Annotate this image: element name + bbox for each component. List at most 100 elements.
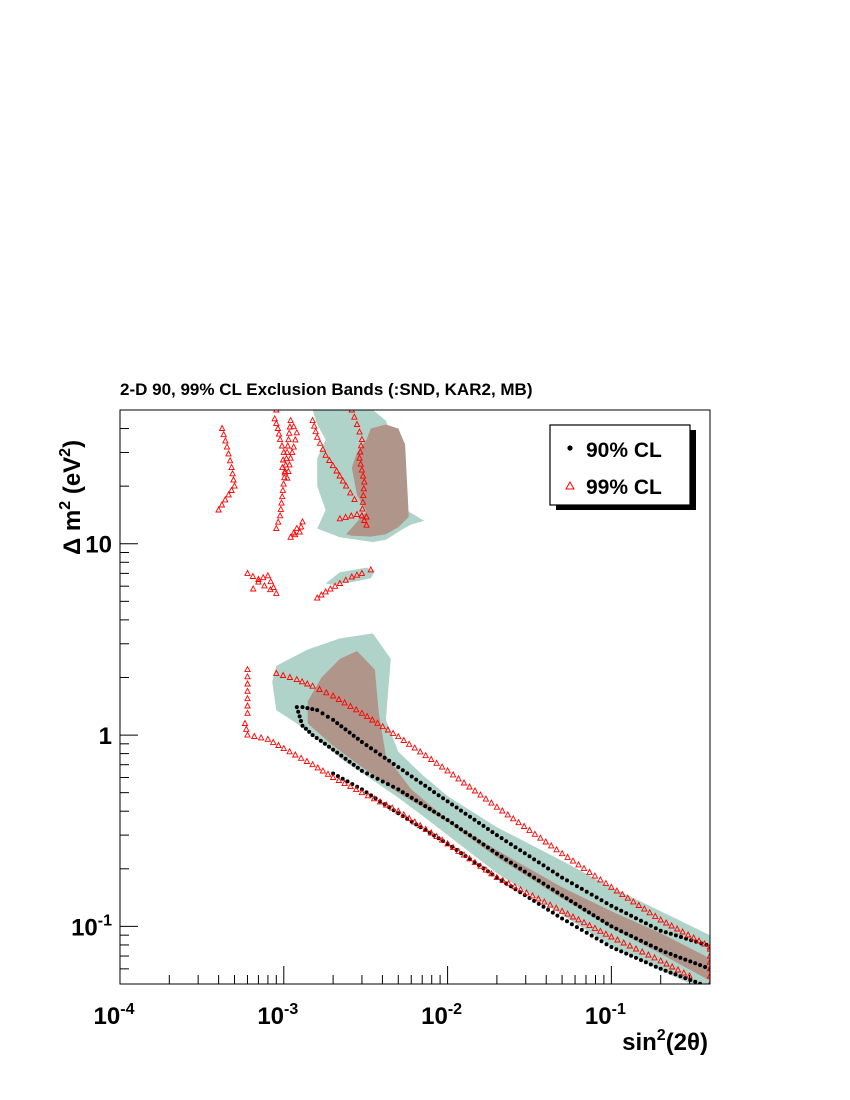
cl99-point-1-47 xyxy=(537,834,544,841)
cl90-point-0-8 xyxy=(314,736,319,740)
cl99-point-0-54 xyxy=(540,898,548,905)
cl99-point-0-72 xyxy=(645,951,652,958)
plot-frame xyxy=(119,409,711,985)
cl99-point-0-27 xyxy=(388,804,396,811)
cl99-point-1-25 xyxy=(416,747,424,755)
x-axis-tick-labels: 10-4 10-3 10-2 10-1 xyxy=(94,1001,626,1030)
cl90-point-1-56 xyxy=(555,872,560,877)
cl90-point-0-2 xyxy=(297,714,302,719)
cl90-point-2-54 xyxy=(579,927,584,932)
cl99-point-3-23 xyxy=(285,435,292,443)
cl99-point-1-51 xyxy=(558,849,566,857)
cl90-point-1-14 xyxy=(364,743,369,748)
cl90-point-1-32 xyxy=(445,799,450,804)
cl90-point-1-21 xyxy=(396,765,401,770)
cl99-point-8-6 xyxy=(299,517,306,525)
cl99-point-3-5 xyxy=(276,435,284,443)
cl99-point-0-26 xyxy=(382,801,390,808)
cl99-point-1-4 xyxy=(298,677,306,685)
cl90-point-0-14 xyxy=(339,753,344,758)
cl99-point-3-29 xyxy=(280,473,288,481)
cl99-point-9-6 xyxy=(228,463,235,471)
cl90-point-1-77 xyxy=(658,928,663,933)
cl99-point-11-3 xyxy=(353,510,361,518)
cl99-point-4-9 xyxy=(261,581,268,589)
cl99-point-3-27 xyxy=(282,461,290,468)
cl99-point-2-6 xyxy=(244,665,251,673)
cl99-point-0-55 xyxy=(546,901,554,908)
cl99-point-1-63 xyxy=(624,894,632,901)
cl99-point-0-45 xyxy=(488,869,495,877)
cl99-point-1-38 xyxy=(488,799,495,806)
cl90-point-0-44 xyxy=(477,839,481,844)
cl99-point-10-4 xyxy=(706,952,710,959)
cl99-point-0-58 xyxy=(564,910,571,917)
cl90-point-1-11 xyxy=(351,733,356,738)
cl99-point-1-9 xyxy=(329,692,337,699)
cl99-point-1-78 xyxy=(706,943,710,950)
cl99-point-6-4 xyxy=(331,582,339,589)
cl99-point-0-24 xyxy=(370,794,378,802)
cl99-point-9-3 xyxy=(223,443,231,450)
cl90-point-2-47 xyxy=(546,907,551,912)
cl99-point-1-5 xyxy=(303,680,311,687)
cl99-point-7-8 xyxy=(357,460,365,467)
cl90-point-1-34 xyxy=(454,805,459,810)
cl99-point-0-59 xyxy=(569,913,577,920)
cl90-point-0-31 xyxy=(418,801,423,806)
cl90-point-1-8 xyxy=(339,724,344,729)
cl99-point-1-42 xyxy=(509,814,517,822)
cl99-point-0-15 xyxy=(319,767,327,774)
cl99-point-0-7 xyxy=(275,741,282,748)
cl99-point-0-37 xyxy=(444,839,451,847)
cl90-point-0-10 xyxy=(322,741,327,746)
cl99-point-9-0 xyxy=(218,424,226,431)
cl99-point-1-60 xyxy=(608,883,615,890)
cl99-point-0-73 xyxy=(651,953,658,961)
cl90-point-0-56 xyxy=(532,875,537,880)
cl99-point-0-56 xyxy=(552,904,560,911)
cl90-point-1-37 xyxy=(468,814,472,819)
cl99-point-5-0 xyxy=(309,416,316,424)
cl90-point-2-5 xyxy=(355,784,360,789)
cl99-point-0-68 xyxy=(620,939,628,946)
cl99-point-1-34 xyxy=(466,783,473,790)
cl90-point-1-19 xyxy=(387,758,392,763)
cl90-point-0-69 xyxy=(591,913,596,918)
x-tick-label-2: 10-2 xyxy=(421,1001,462,1030)
cl90-point-1-70 xyxy=(624,911,629,916)
cl99-point-4-6 xyxy=(270,583,277,590)
cl90-point-2-2 xyxy=(340,776,345,781)
cl99-point-8-4 xyxy=(296,528,304,535)
cl90-point-1-80 xyxy=(673,933,678,938)
y-axis-ticks xyxy=(120,409,138,985)
cl99-point-6-7 xyxy=(348,573,356,580)
cl99-point-0-67 xyxy=(614,936,621,943)
cl99-point-1-10 xyxy=(335,695,343,702)
cl99-point-1-40 xyxy=(498,807,506,814)
cl99-point-11-5 xyxy=(363,513,370,520)
cl90-point-1-58 xyxy=(565,878,569,883)
cl90-point-0-65 xyxy=(573,901,578,906)
cl99-point-7-1 xyxy=(351,413,358,420)
cl90-point-2-69 xyxy=(653,964,658,969)
cl90-point-1-74 xyxy=(643,921,648,926)
cl90-point-0-5 xyxy=(303,726,308,731)
cl99-point-1-27 xyxy=(427,755,435,762)
cl90-point-0-37 xyxy=(445,818,450,822)
cl90-point-0-45 xyxy=(481,842,486,847)
cl99-point-4-4 xyxy=(264,571,272,579)
cl90-point-0-47 xyxy=(490,848,495,853)
cl99-point-3-4 xyxy=(275,430,283,437)
cl99-point-2-5 xyxy=(244,672,251,680)
cl99-point-11-4 xyxy=(358,511,366,519)
cl99-point-0-9 xyxy=(286,747,293,755)
cl99-point-3-33 xyxy=(278,499,285,506)
cl90-point-2-71 xyxy=(663,968,668,973)
cl99-point-0-66 xyxy=(608,933,615,940)
cl99-point-6-9 xyxy=(358,569,366,576)
cl99-point-1-73 xyxy=(679,928,686,935)
cl90-point-0-61 xyxy=(555,890,560,895)
cl99-point-9-4 xyxy=(225,449,232,457)
